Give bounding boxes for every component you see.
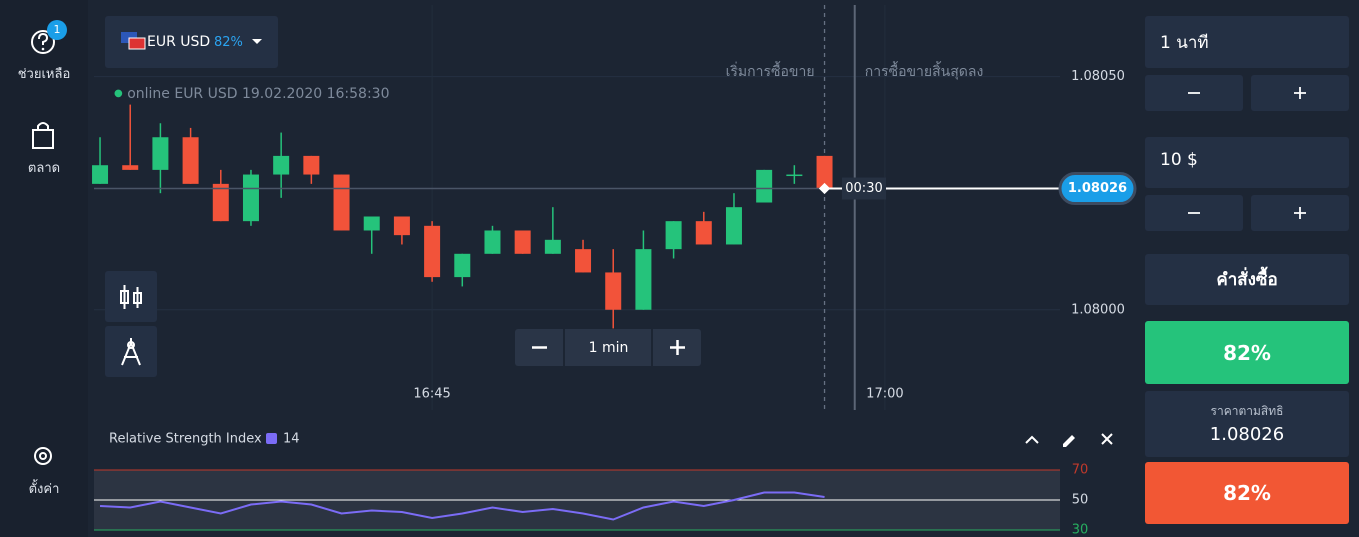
rsi-swatch [266, 433, 277, 444]
timeframe-icons [532, 329, 685, 366]
asset-name: EUR USD [147, 34, 211, 50]
asset-selector[interactable]: EUR USD 82% [105, 16, 278, 68]
badge [47, 20, 67, 40]
x-tick-label: 17:00 [866, 387, 903, 402]
candle-body [333, 174, 350, 231]
status-state: online EUR USD [127, 86, 238, 102]
trade-marker-label: การซื้อขายสิ้นสุดลง [865, 61, 984, 80]
candle-body [665, 221, 682, 250]
candle-body [424, 225, 441, 278]
badge-count: 1 [54, 23, 61, 36]
candle-body [122, 165, 139, 170]
candle-body [152, 137, 169, 170]
rsi-close [1101, 433, 1113, 445]
up-button[interactable]: 82% [1145, 321, 1349, 384]
settings-core [39, 452, 47, 460]
help-icon [31, 30, 55, 54]
candle-body [786, 174, 803, 177]
help-label[interactable]: ช่วยเหลือ [17, 67, 71, 82]
candle-body [303, 155, 320, 175]
rsi-period: 14 [283, 432, 300, 447]
candle-icon [120, 285, 142, 309]
drawing-button[interactable] [105, 326, 157, 377]
rsi-tick-label: 30 [1072, 523, 1089, 537]
timeframe-plus[interactable] [670, 340, 685, 355]
candle-body [695, 221, 712, 245]
candle-body [544, 239, 561, 254]
candle-body [393, 216, 410, 236]
status: ● online EUR USD 19.02.2020 16:58:30 [114, 86, 389, 102]
rsi-edit [1063, 435, 1075, 447]
chart-type-button[interactable] [105, 271, 157, 322]
timeframe-label: 1 min [588, 339, 629, 356]
candle-body [92, 165, 109, 184]
duration-input[interactable]: 1 นาที [1145, 16, 1349, 68]
candle-body [756, 169, 773, 203]
asset-payout: 82% [214, 35, 243, 50]
timeframe-control: 1 min [515, 329, 701, 366]
rsi-line [99, 491, 825, 521]
candle-body [454, 253, 471, 278]
order-button[interactable]: คำสั่งซื้อ [1145, 254, 1349, 305]
market-icon [32, 122, 54, 149]
candle-body [635, 249, 652, 310]
asset-icons [121, 32, 262, 50]
rsi-name: Relative Strength Index [109, 432, 262, 447]
price-point [818, 182, 831, 195]
rsi-collapse [1025, 435, 1039, 444]
sidebar: 1 ช่วยเหลือ ตลาด ตั้งค่า [0, 0, 88, 537]
compass-icon [121, 338, 141, 366]
settings-icon [34, 447, 52, 465]
flag-us [128, 37, 146, 50]
help-dot [41, 47, 45, 51]
trade-marker-label: เริ่มการซื้อขาย [726, 61, 815, 80]
settings-label[interactable]: ตั้งค่า [28, 482, 60, 497]
candle-body [514, 230, 531, 254]
status-time: 19.02.2020 16:58:30 [241, 86, 390, 102]
x-tick-label: 16:45 [413, 387, 450, 402]
caret [252, 39, 262, 44]
price-badge-bg [1058, 172, 1137, 206]
strike-box: ราคาตามสิทธิ 1.08026 [1145, 391, 1349, 457]
sidebar-icons: 1 [31, 20, 67, 465]
timer: 00:30 [845, 181, 882, 196]
rsi-tick-label: 50 [1072, 493, 1089, 508]
candle-body [363, 216, 380, 231]
timer-bg [842, 177, 886, 200]
strike-label: ราคาตามสิทธิ [1210, 404, 1284, 418]
amount-input[interactable]: 10 $ [1145, 137, 1349, 188]
strike-value: 1.08026 [1209, 424, 1285, 445]
status-dot: ● [114, 88, 123, 99]
price-badge: 1.08026 [1068, 181, 1127, 196]
candle-body [816, 155, 833, 189]
candle-body [605, 272, 622, 310]
candle-body [725, 207, 742, 245]
help-glyph [38, 32, 49, 45]
candle-body [182, 137, 199, 184]
candle-body [484, 230, 501, 254]
market-label[interactable]: ตลาด [27, 161, 61, 176]
candle-body [212, 183, 229, 222]
y-tick-label: 1.08050 [1071, 69, 1125, 84]
down-button[interactable]: 82% [1145, 462, 1349, 524]
y-tick-label: 1.08000 [1071, 302, 1125, 317]
rsi-tick-label: 70 [1072, 463, 1089, 478]
candle-body [575, 249, 592, 273]
candle-body [273, 155, 290, 175]
candle-body [242, 174, 259, 222]
